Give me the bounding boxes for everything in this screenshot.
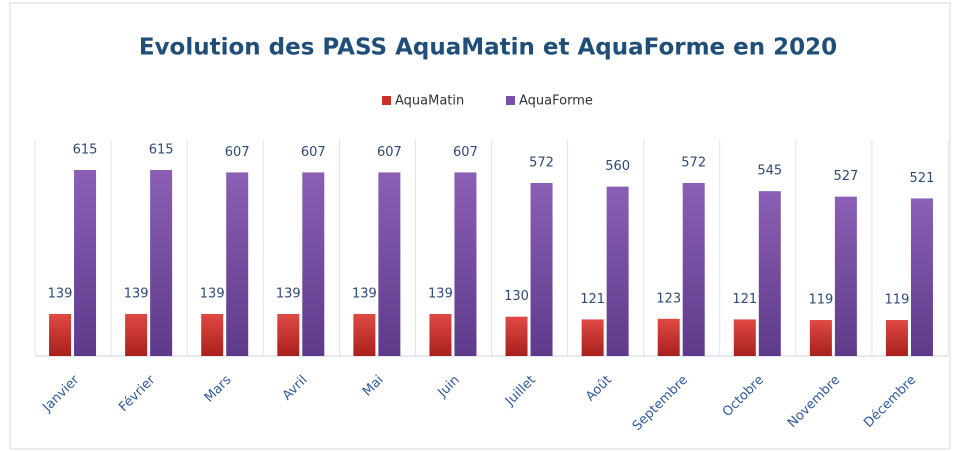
- data-label: 572: [529, 156, 554, 171]
- data-label: 527: [833, 169, 858, 184]
- data-label: 121: [732, 292, 757, 307]
- data-label: 615: [149, 143, 174, 158]
- bar: [226, 172, 249, 356]
- bar: [378, 172, 401, 356]
- legend-label: AquaMatin: [395, 94, 464, 109]
- bar: [277, 313, 300, 356]
- bar: [74, 170, 97, 356]
- data-label: 139: [276, 286, 301, 301]
- data-label: 572: [681, 156, 706, 171]
- data-label: 521: [910, 171, 935, 186]
- bar: [429, 313, 452, 356]
- bar: [150, 170, 173, 356]
- bar: [682, 183, 705, 356]
- bar: [201, 313, 224, 356]
- bar: [581, 319, 604, 356]
- bar: [49, 313, 72, 356]
- bar: [125, 313, 148, 356]
- data-label: 545: [757, 164, 782, 179]
- chart-title: Evolution des PASS AquaMatin et AquaForm…: [139, 35, 837, 61]
- bar: [834, 196, 857, 356]
- legend-swatch: [506, 96, 515, 105]
- bar: [885, 320, 908, 356]
- bar: [809, 320, 832, 356]
- data-label: 607: [377, 145, 402, 160]
- data-label: 119: [885, 293, 910, 308]
- data-label: 123: [656, 291, 681, 306]
- legend-label: AquaForme: [519, 94, 593, 109]
- data-label: 607: [301, 145, 326, 160]
- data-label: 139: [48, 286, 73, 301]
- data-label: 615: [73, 143, 98, 158]
- bar: [758, 191, 781, 356]
- bar: [910, 198, 933, 356]
- data-label: 121: [580, 292, 605, 307]
- data-label: 139: [200, 286, 225, 301]
- data-label: 119: [808, 293, 833, 308]
- data-label: 139: [124, 286, 149, 301]
- bar: [530, 183, 553, 356]
- bar: [505, 316, 528, 356]
- data-label: 130: [504, 289, 529, 304]
- bar: [733, 319, 756, 356]
- data-label: 139: [428, 286, 453, 301]
- bar: [302, 172, 325, 356]
- legend-swatch: [382, 96, 391, 105]
- bar: [606, 186, 629, 356]
- bar: [353, 313, 376, 356]
- data-label: 139: [352, 286, 377, 301]
- bar: [657, 318, 680, 356]
- bar: [454, 172, 477, 356]
- data-label: 560: [605, 159, 630, 174]
- data-label: 607: [453, 145, 478, 160]
- data-label: 607: [225, 145, 250, 160]
